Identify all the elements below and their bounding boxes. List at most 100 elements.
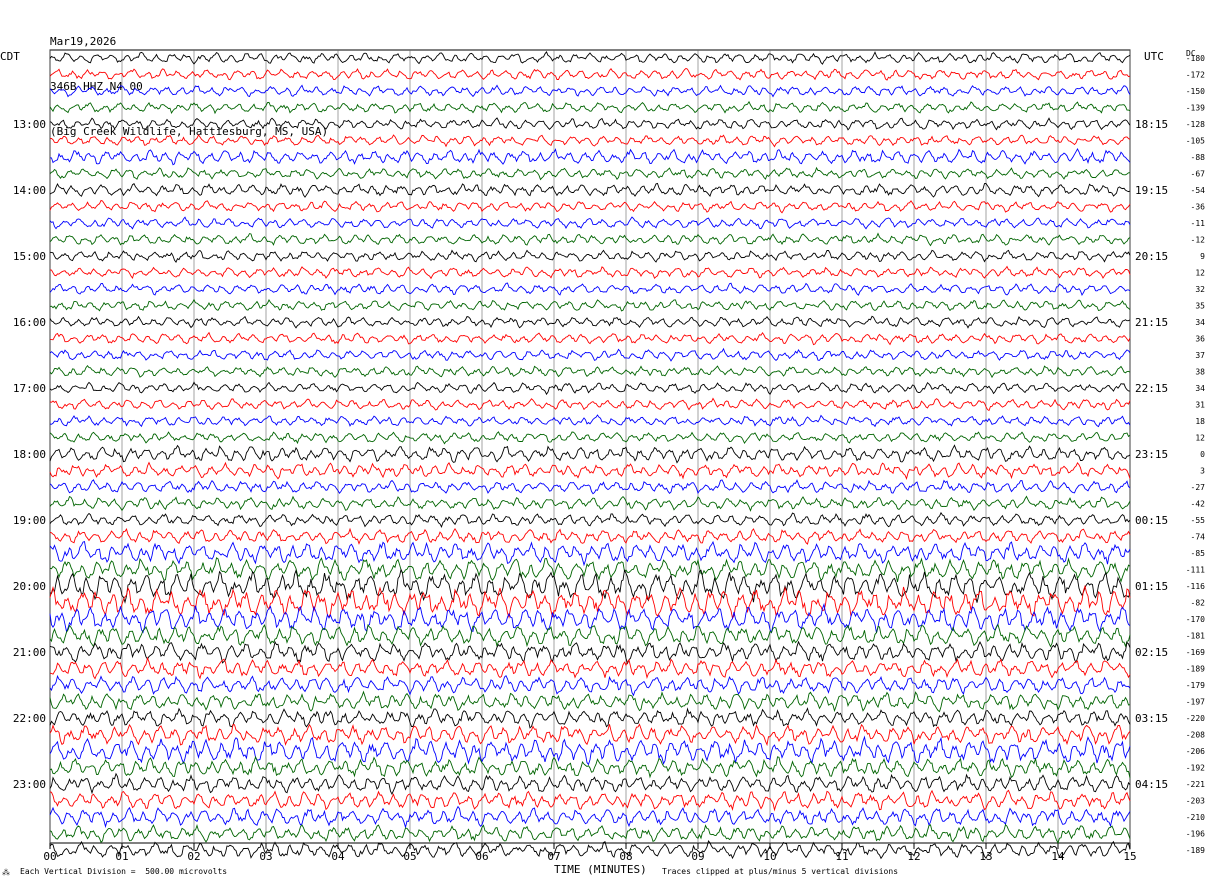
dc-offset-label: -139 <box>1186 104 1205 113</box>
trace-row <box>49 84 1131 98</box>
x-tick-label: 08 <box>619 850 632 863</box>
left-hour-label: 20:00 <box>13 580 46 593</box>
dc-offset-label: -203 <box>1186 797 1205 806</box>
trace-row <box>49 557 1131 583</box>
trace-row <box>49 656 1131 680</box>
x-tick-label: 07 <box>547 850 560 863</box>
trace-row <box>49 540 1131 567</box>
trace-row <box>49 166 1131 181</box>
x-tick-label: 04 <box>331 850 345 863</box>
dc-offset-label: -180 <box>1186 54 1205 63</box>
dc-offset-label: -36 <box>1191 203 1206 212</box>
left-hour-label: 23:00 <box>13 778 46 791</box>
x-tick-label: 10 <box>763 850 776 863</box>
left-timezone-label: CDT <box>0 50 20 63</box>
left-hour-label: 21:00 <box>13 646 46 659</box>
right-hour-label: 04:15 <box>1135 778 1168 791</box>
x-tick-label: 15 <box>1123 850 1136 863</box>
dc-offset-label: 3 <box>1200 467 1205 476</box>
right-timezone-label: UTC <box>1144 50 1164 63</box>
trace-row <box>49 511 1131 528</box>
dc-offset-label: -105 <box>1186 137 1205 146</box>
dc-offset-label: -85 <box>1191 549 1206 558</box>
dc-offset-label: -169 <box>1186 648 1205 657</box>
trace-row <box>49 199 1131 214</box>
dc-offset-label: 32 <box>1195 285 1205 294</box>
dc-offset-label: -12 <box>1191 236 1206 245</box>
trace-row <box>49 823 1131 845</box>
trace-row <box>49 479 1131 495</box>
trace-row <box>49 381 1131 396</box>
dc-offset-label: -189 <box>1186 665 1205 674</box>
x-tick-label: 06 <box>475 850 488 863</box>
trace-row <box>49 414 1131 428</box>
trace-row <box>49 674 1131 697</box>
trace-row <box>49 282 1131 297</box>
dc-offset-label: -116 <box>1186 582 1205 591</box>
dc-offset-label: -150 <box>1186 87 1205 96</box>
trace-row <box>49 249 1131 263</box>
x-tick-label: 05 <box>403 850 416 863</box>
dc-offset-label: 31 <box>1195 401 1205 410</box>
dc-offset-label: -128 <box>1186 120 1205 129</box>
dc-offset-label: 37 <box>1195 351 1205 360</box>
trace-row <box>49 216 1131 230</box>
dc-label: DC <box>1186 49 1196 58</box>
trace-row <box>49 495 1131 512</box>
trace-row <box>49 805 1131 829</box>
right-hour-label: 18:15 <box>1135 118 1168 131</box>
left-hour-label: 22:00 <box>13 712 46 725</box>
x-tick-label: 14 <box>1051 850 1065 863</box>
trace-row <box>49 315 1131 329</box>
dc-offset-label: -196 <box>1186 830 1205 839</box>
x-axis-title: TIME (MINUTES) <box>554 863 647 876</box>
trace-row <box>49 347 1131 362</box>
trace-row <box>49 232 1131 247</box>
trace-row <box>49 707 1131 729</box>
dc-offset-label: -111 <box>1186 566 1205 575</box>
dc-offset-label: 36 <box>1195 335 1205 344</box>
left-hour-label: 18:00 <box>13 448 46 461</box>
trace-row <box>49 117 1131 131</box>
trace-row <box>49 789 1131 812</box>
dc-offset-label: -210 <box>1186 813 1205 822</box>
trace-row <box>49 444 1131 464</box>
dc-offset-label: 34 <box>1195 318 1205 327</box>
right-hour-label: 21:15 <box>1135 316 1168 329</box>
x-tick-label: 12 <box>907 850 920 863</box>
left-hour-label: 13:00 <box>13 118 46 131</box>
trace-row <box>49 331 1131 346</box>
left-hour-label: 15:00 <box>13 250 46 263</box>
trace-row <box>49 723 1131 747</box>
dc-offset-label: -221 <box>1186 780 1205 789</box>
x-tick-label: 09 <box>691 850 704 863</box>
dc-offset-label: 12 <box>1195 269 1205 278</box>
trace-row <box>49 840 1131 860</box>
trace-row <box>49 100 1131 115</box>
dc-offset-label: 0 <box>1200 450 1205 459</box>
dc-offset-label: -179 <box>1186 681 1205 690</box>
dc-offset-label: -172 <box>1186 71 1205 80</box>
dc-offset-label: -170 <box>1186 615 1205 624</box>
dc-offset-label: 34 <box>1195 384 1205 393</box>
right-hour-label: 00:15 <box>1135 514 1168 527</box>
dc-offset-label: 18 <box>1195 417 1205 426</box>
left-hour-label: 17:00 <box>13 382 46 395</box>
trace-row <box>49 397 1131 412</box>
right-hour-label: 19:15 <box>1135 184 1168 197</box>
dc-offset-label: -192 <box>1186 764 1205 773</box>
dc-offset-label: -74 <box>1191 533 1206 542</box>
header-location: (Big Creek Wildlife, Hattiesburg, MS, US… <box>50 125 329 138</box>
left-hour-label: 14:00 <box>13 184 46 197</box>
left-hour-label: 16:00 <box>13 316 46 329</box>
trace-row <box>49 527 1131 545</box>
station-header: Mar19,2026 346B HHZ N4 00 (Big Creek Wil… <box>50 4 328 154</box>
trace-row <box>49 735 1131 766</box>
scale-marker-icon: ⁂ <box>2 868 10 877</box>
trace-row <box>49 584 1131 620</box>
trace-row <box>49 461 1131 481</box>
x-tick-label: 03 <box>259 850 272 863</box>
dc-offset-label: -54 <box>1191 186 1206 195</box>
dc-offset-label: -55 <box>1191 516 1206 525</box>
